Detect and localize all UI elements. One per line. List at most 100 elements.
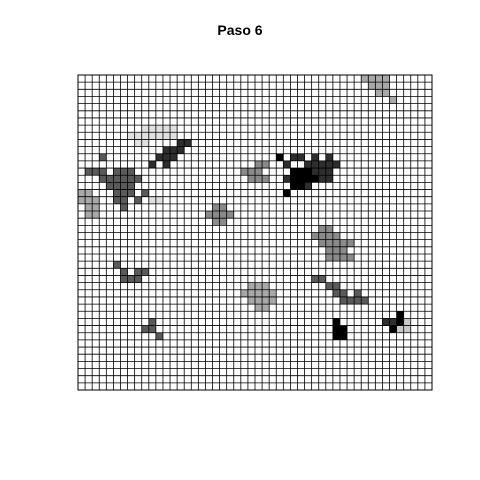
heatmap-cell xyxy=(162,125,171,133)
heatmap-cell xyxy=(247,296,255,305)
heatmap-cell xyxy=(127,175,135,183)
heatmap-cell xyxy=(255,160,263,169)
heatmap-cell xyxy=(325,239,333,247)
heatmap-cell xyxy=(240,168,248,176)
heatmap-cell xyxy=(127,182,135,190)
heatmap-cell xyxy=(78,196,86,204)
heatmap-cell xyxy=(148,160,156,169)
heatmap-cell xyxy=(162,146,171,154)
heatmap-cell xyxy=(304,182,312,190)
heatmap-cell xyxy=(127,168,135,176)
heatmap-cell xyxy=(283,189,291,197)
heatmap-cell xyxy=(276,153,284,161)
heatmap-cell xyxy=(347,253,355,262)
heatmap-cell xyxy=(332,289,340,297)
heatmap-cell xyxy=(255,175,263,183)
cells-layer xyxy=(78,75,411,340)
heatmap-cell xyxy=(85,168,93,176)
heatmap-cell xyxy=(375,89,383,97)
heatmap-cell xyxy=(162,153,171,161)
heatmap-cell xyxy=(382,75,390,83)
heatmap-cell xyxy=(148,196,156,204)
heatmap-cell xyxy=(155,132,163,140)
heatmap-cell xyxy=(255,168,263,176)
heatmap-cell xyxy=(339,246,348,254)
heatmap-cell xyxy=(255,304,263,312)
heatmap-cell xyxy=(389,318,397,326)
heatmap-cell xyxy=(247,289,255,297)
heatmap-cell xyxy=(368,75,376,83)
heatmap-cell xyxy=(127,189,135,197)
heatmap-cell xyxy=(325,225,333,233)
heatmap-cell xyxy=(170,125,178,133)
heatmap-cell xyxy=(106,175,114,183)
heatmap-cell xyxy=(297,182,305,190)
heatmap-cell xyxy=(269,289,277,297)
heatmap-cell xyxy=(148,325,156,333)
heatmap-cell xyxy=(318,239,326,247)
heatmap-cell xyxy=(170,146,178,154)
heatmap-cell xyxy=(141,139,149,147)
heatmap-cell xyxy=(368,82,376,90)
heatmap-cell xyxy=(120,268,128,276)
heatmap-cell xyxy=(389,96,397,104)
heatmap-cell xyxy=(332,332,340,340)
heatmap-cell xyxy=(120,182,128,190)
heatmap-cell xyxy=(325,232,333,240)
heatmap-cell xyxy=(311,153,319,161)
heatmap-cell xyxy=(113,189,121,197)
heatmap-cell xyxy=(396,325,404,333)
heatmap-cell xyxy=(170,153,178,161)
heatmap-cell xyxy=(332,282,340,290)
heatmap-cell xyxy=(262,282,270,290)
heatmap-cell xyxy=(339,289,348,297)
heatmap-cell xyxy=(134,175,142,183)
heatmap-cell xyxy=(78,189,86,197)
heatmap-cell xyxy=(325,160,333,169)
heatmap-cell xyxy=(247,282,255,290)
heatmap-cell xyxy=(311,175,319,183)
heatmap-cell xyxy=(375,82,383,90)
heatmap-cell xyxy=(141,325,149,333)
heatmap-cell xyxy=(332,246,340,254)
heatmap-cell xyxy=(304,160,312,169)
heatmap-cell xyxy=(134,139,142,147)
heatmap-cell xyxy=(141,189,149,197)
heatmap-cell xyxy=(134,275,142,283)
heatmap-cell xyxy=(297,168,305,176)
heatmap-cell xyxy=(396,318,404,326)
heatmap-cell xyxy=(318,160,326,169)
heatmap-cell xyxy=(262,296,270,305)
heatmap-cell xyxy=(332,239,340,247)
heatmap-cell xyxy=(85,196,93,204)
heatmap-cell xyxy=(106,182,114,190)
chart-title: Paso 6 xyxy=(217,22,263,38)
heatmap-cell xyxy=(92,211,100,219)
heatmap-cell xyxy=(318,225,326,233)
heatmap-cell xyxy=(120,203,128,212)
heatmap-cell xyxy=(113,168,121,176)
heatmap-cell xyxy=(389,325,397,333)
heatmap-cell xyxy=(141,132,149,140)
heatmap-cell xyxy=(290,153,298,161)
heatmap-cell xyxy=(141,125,149,133)
heatmap-cell xyxy=(127,132,135,140)
heatmap-cell xyxy=(325,153,333,161)
heatmap-cell xyxy=(162,160,171,169)
heatmap-cell xyxy=(212,211,220,219)
heatmap-cell xyxy=(155,153,163,161)
heatmap-cell xyxy=(262,175,270,183)
heatmap-cell xyxy=(155,196,163,204)
heatmap-cell xyxy=(403,325,411,333)
heatmap-cell xyxy=(85,203,93,212)
heatmap-cell xyxy=(170,132,178,140)
heatmap-cell xyxy=(155,332,163,340)
heatmap-cell xyxy=(120,175,128,183)
heatmap-cell xyxy=(325,168,333,176)
heatmap-cell xyxy=(99,175,107,183)
heatmap-cell xyxy=(354,289,362,297)
heatmap-cell xyxy=(347,296,355,305)
heatmap-cell xyxy=(262,289,270,297)
heatmap-cell xyxy=(184,139,192,147)
heatmap-cell xyxy=(219,203,227,212)
